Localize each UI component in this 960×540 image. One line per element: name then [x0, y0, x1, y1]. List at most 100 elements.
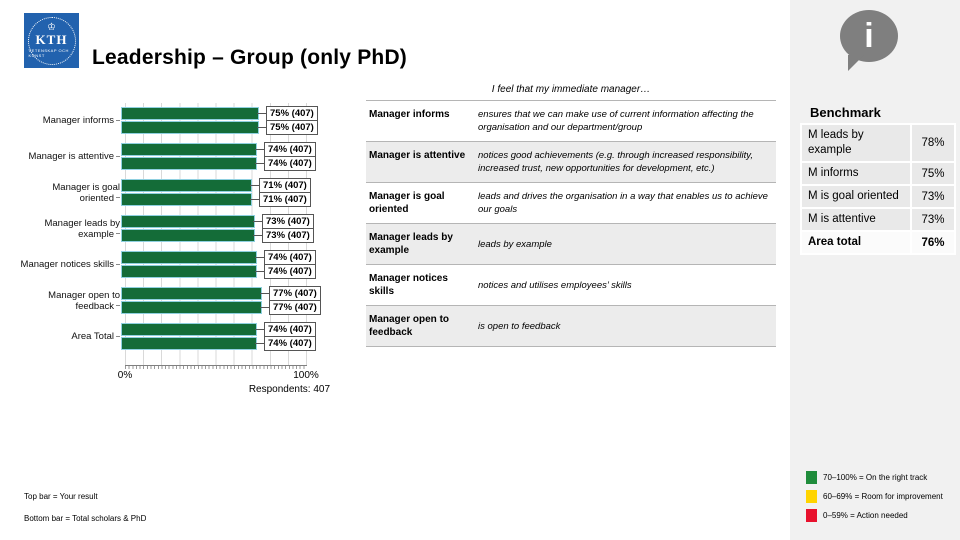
chart-row: Manager informs 75% (407) 75% (407)	[20, 106, 360, 135]
benchmark-value: 73%	[912, 209, 954, 230]
threshold-label: 70–100% = On the right track	[823, 472, 928, 482]
chart-value-label: 74% (407)	[264, 156, 316, 171]
threshold-color-swatch	[806, 470, 817, 484]
chart-bar	[121, 229, 255, 242]
threshold-row: 0–59% = Action needed	[806, 508, 943, 522]
benchmark-label: M leads by example	[802, 125, 910, 161]
chart-value-label: 74% (407)	[264, 322, 316, 337]
chart-bar-line: 73% (407)	[121, 214, 356, 229]
chart-bar-line: 77% (407)	[121, 286, 356, 301]
benchmark-value: 73%	[912, 186, 954, 207]
chart-bar	[121, 143, 257, 156]
statements-header: I feel that my immediate manager…	[491, 84, 651, 95]
label-connector	[257, 113, 267, 114]
chart-value-label: 77% (407)	[269, 300, 321, 315]
chart-bar	[121, 107, 259, 120]
threshold-color-swatch	[806, 508, 817, 522]
chart-bar	[121, 157, 257, 170]
benchmark-value: 75%	[912, 163, 954, 184]
chart-category-label: Manager leads by example	[20, 218, 120, 240]
statement-label: Manager open to feedback	[369, 314, 450, 338]
label-connector	[255, 343, 265, 344]
chart-bar-pair: 77% (407) 77% (407)	[121, 286, 356, 315]
threshold-legend: 70–100% = On the right track 60–69% = Roo…	[806, 470, 943, 527]
label-connector	[260, 293, 270, 294]
chart-bar-pair: 75% (407) 75% (407)	[121, 106, 356, 135]
x-axis-ticks	[125, 366, 307, 369]
chart-bar-line: 74% (407)	[121, 322, 356, 337]
info-icon[interactable]: i	[840, 10, 898, 71]
chart-value-label: 71% (407)	[259, 192, 311, 207]
kth-seal-icon: ♔ KTH VETENSKAP OCH KONST	[27, 16, 76, 65]
benchmark-value: 78%	[912, 125, 954, 161]
benchmark-label: M is attentive	[802, 209, 910, 230]
bar-chart: Manager informs 75% (407) 75% (407) Manager…	[20, 100, 360, 400]
statement-label: Manager informs	[369, 109, 450, 120]
statements-rows: Manager informs ensures that we can make …	[366, 100, 776, 347]
chart-value-label: 77% (407)	[269, 286, 321, 301]
statements-table: I feel that my immediate manager… Manage…	[366, 84, 776, 347]
statement-label: Manager notices skills	[369, 273, 448, 297]
benchmark-row: M is goal oriented 73%	[802, 186, 954, 207]
chart-category-label: Manager is goal oriented	[20, 182, 120, 204]
x-axis-label-min: 0%	[117, 370, 133, 381]
chart-bar-pair: 74% (407) 74% (407)	[121, 250, 356, 279]
chart-value-label: 71% (407)	[259, 178, 311, 193]
chart-bar	[121, 337, 257, 350]
chart-value-label: 73% (407)	[262, 214, 314, 229]
chart-bar-line: 74% (407)	[121, 336, 356, 351]
chart-bar-pair: 74% (407) 74% (407)	[121, 142, 356, 171]
chart-category-label: Manager notices skills	[20, 259, 120, 270]
statement-description: notices good achievements (e.g. through …	[478, 150, 753, 174]
benchmark-row: Area total 76%	[802, 232, 954, 253]
benchmark-label: M is goal oriented	[802, 186, 910, 207]
benchmark-title: Benchmark	[810, 105, 881, 120]
chart-bar	[121, 193, 252, 206]
chart-bar-line: 74% (407)	[121, 156, 356, 171]
threshold-row: 60–69% = Room for improvement	[806, 489, 943, 503]
benchmark-panel: i Benchmark M leads by example 78% M infor…	[790, 0, 960, 540]
benchmark-row: M leads by example 78%	[802, 125, 954, 161]
label-connector	[253, 221, 263, 222]
chart-value-label: 74% (407)	[264, 250, 316, 265]
chart-bar	[121, 265, 257, 278]
kth-logo: ♔ KTH VETENSKAP OCH KONST	[24, 13, 79, 68]
chart-category-label: Manager is attentive	[20, 151, 120, 162]
chart-category-label: Manager informs	[20, 115, 120, 126]
statement-row: Manager is attentive notices good achieve…	[366, 141, 776, 182]
statement-row: Manager leads by example leads by example	[366, 223, 776, 264]
statement-description: notices and utilises employees’ skills	[478, 279, 632, 291]
chart-value-label: 75% (407)	[266, 120, 318, 135]
logo-subtext: VETENSKAP OCH KONST	[28, 48, 69, 58]
statement-label: Manager leads by example	[369, 232, 453, 256]
chart-bar-line: 71% (407)	[121, 192, 356, 207]
bottom-bar-note: Bottom bar = Total scholars & PhD	[24, 514, 147, 523]
info-glyph: i	[864, 17, 874, 55]
chart-footnote: Respondents: 407	[248, 384, 330, 395]
chart-bar-pair: 74% (407) 74% (407)	[121, 322, 356, 351]
chart-bar	[121, 251, 257, 264]
statement-label: Manager is attentive	[369, 150, 466, 161]
chart-row: Manager is attentive 74% (407) 74% (407)	[20, 142, 360, 171]
benchmark-row: M informs 75%	[802, 163, 954, 184]
label-connector	[255, 329, 265, 330]
x-axis-label-max: 100%	[293, 370, 319, 381]
label-connector	[257, 127, 267, 128]
chart-value-label: 73% (407)	[262, 228, 314, 243]
top-bar-note: Top bar = Your result	[24, 492, 98, 501]
chart-bar-line: 75% (407)	[121, 120, 356, 135]
chart-bar-line: 75% (407)	[121, 106, 356, 121]
chart-value-label: 74% (407)	[264, 336, 316, 351]
label-connector	[250, 199, 260, 200]
benchmark-label: M informs	[802, 163, 910, 184]
chart-row: Manager open to feedback 77% (407) 77% (40…	[20, 286, 360, 315]
threshold-color-swatch	[806, 489, 817, 503]
chart-bar-line: 74% (407)	[121, 250, 356, 265]
label-connector	[255, 149, 265, 150]
chart-bar	[121, 287, 262, 300]
statement-row: Manager is goal oriented leads and drives…	[366, 182, 776, 223]
label-connector	[255, 271, 265, 272]
chart-row: Manager notices skills 74% (407) 74% (407)	[20, 250, 360, 279]
statement-description: ensures that we can make use of current …	[478, 109, 754, 133]
